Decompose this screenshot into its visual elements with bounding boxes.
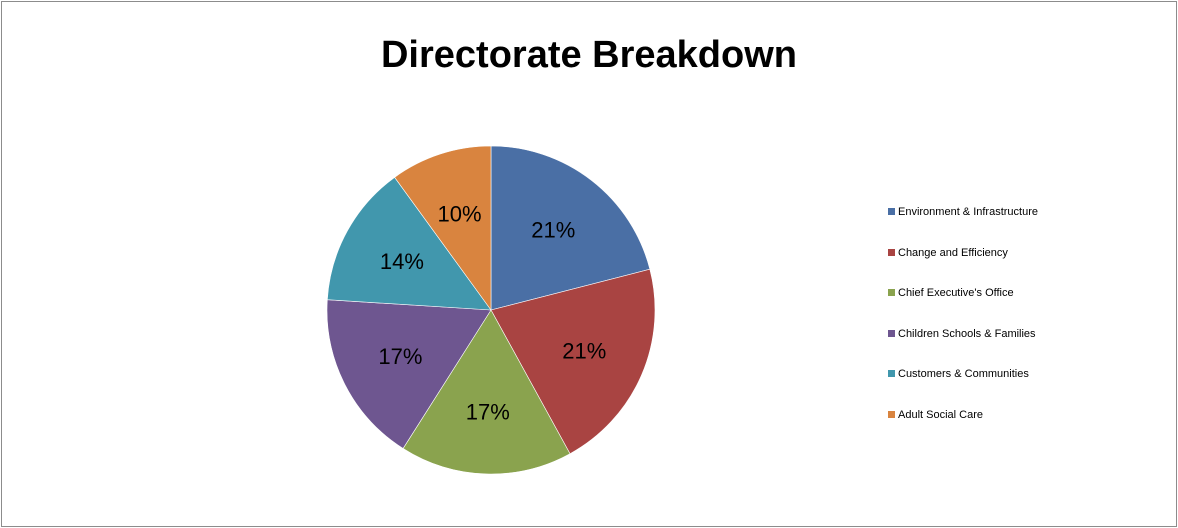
legend-swatch [888, 329, 895, 337]
chart-title: Directorate Breakdown [380, 34, 797, 76]
legend-swatch [888, 370, 895, 377]
legend-label: Customers & Communities [898, 368, 1029, 380]
pie-slice-customers-communities [327, 176, 492, 311]
slice-label-change-and-efficiency: 21% [562, 338, 606, 363]
legend-label: Environment & Infrastructure [898, 206, 1039, 218]
legend-label: Chief Executive's Office [898, 287, 1014, 299]
legend-item-adult-social-care: Adult Social Care [888, 408, 983, 422]
legend-label: Adult Social Care [898, 408, 983, 421]
legend-item-chief-executive-s-office: Chief Executive's Office [888, 286, 1014, 300]
pie-slice-adult-social-care [394, 145, 492, 311]
slice-label-children-schools-families: 17% [378, 344, 422, 369]
legend-item-environment-infrastructure: Environment & Infrastructure [888, 205, 1038, 219]
slice-label-adult-social-care: 10% [438, 201, 482, 226]
slice-label-environment-infrastructure: 21% [531, 218, 575, 243]
pie-slice-chief-executive-s-office [402, 309, 571, 475]
legend-swatch [888, 289, 895, 296]
legend-label: Children Schools & Families [898, 327, 1036, 340]
slice-label-chief-executive-s-office: 17% [466, 400, 510, 425]
pie-slice-environment-infrastructure [490, 145, 651, 311]
legend-swatch [888, 410, 895, 418]
pie-slice-children-schools-families [326, 299, 492, 449]
legend-label: Change and Efficiency [898, 246, 1008, 259]
legend-swatch [888, 208, 895, 215]
slice-label-customers-communities: 14% [380, 249, 424, 274]
pie-slice-change-and-efficiency [490, 268, 656, 455]
legend-item-change-and-efficiency: Change and Efficiency [888, 246, 1008, 260]
legend-item-customers-communities: Customers & Communities [888, 367, 1029, 381]
legend-item-children-schools-families: Children Schools & Families [888, 327, 1036, 341]
legend-swatch [888, 248, 895, 256]
